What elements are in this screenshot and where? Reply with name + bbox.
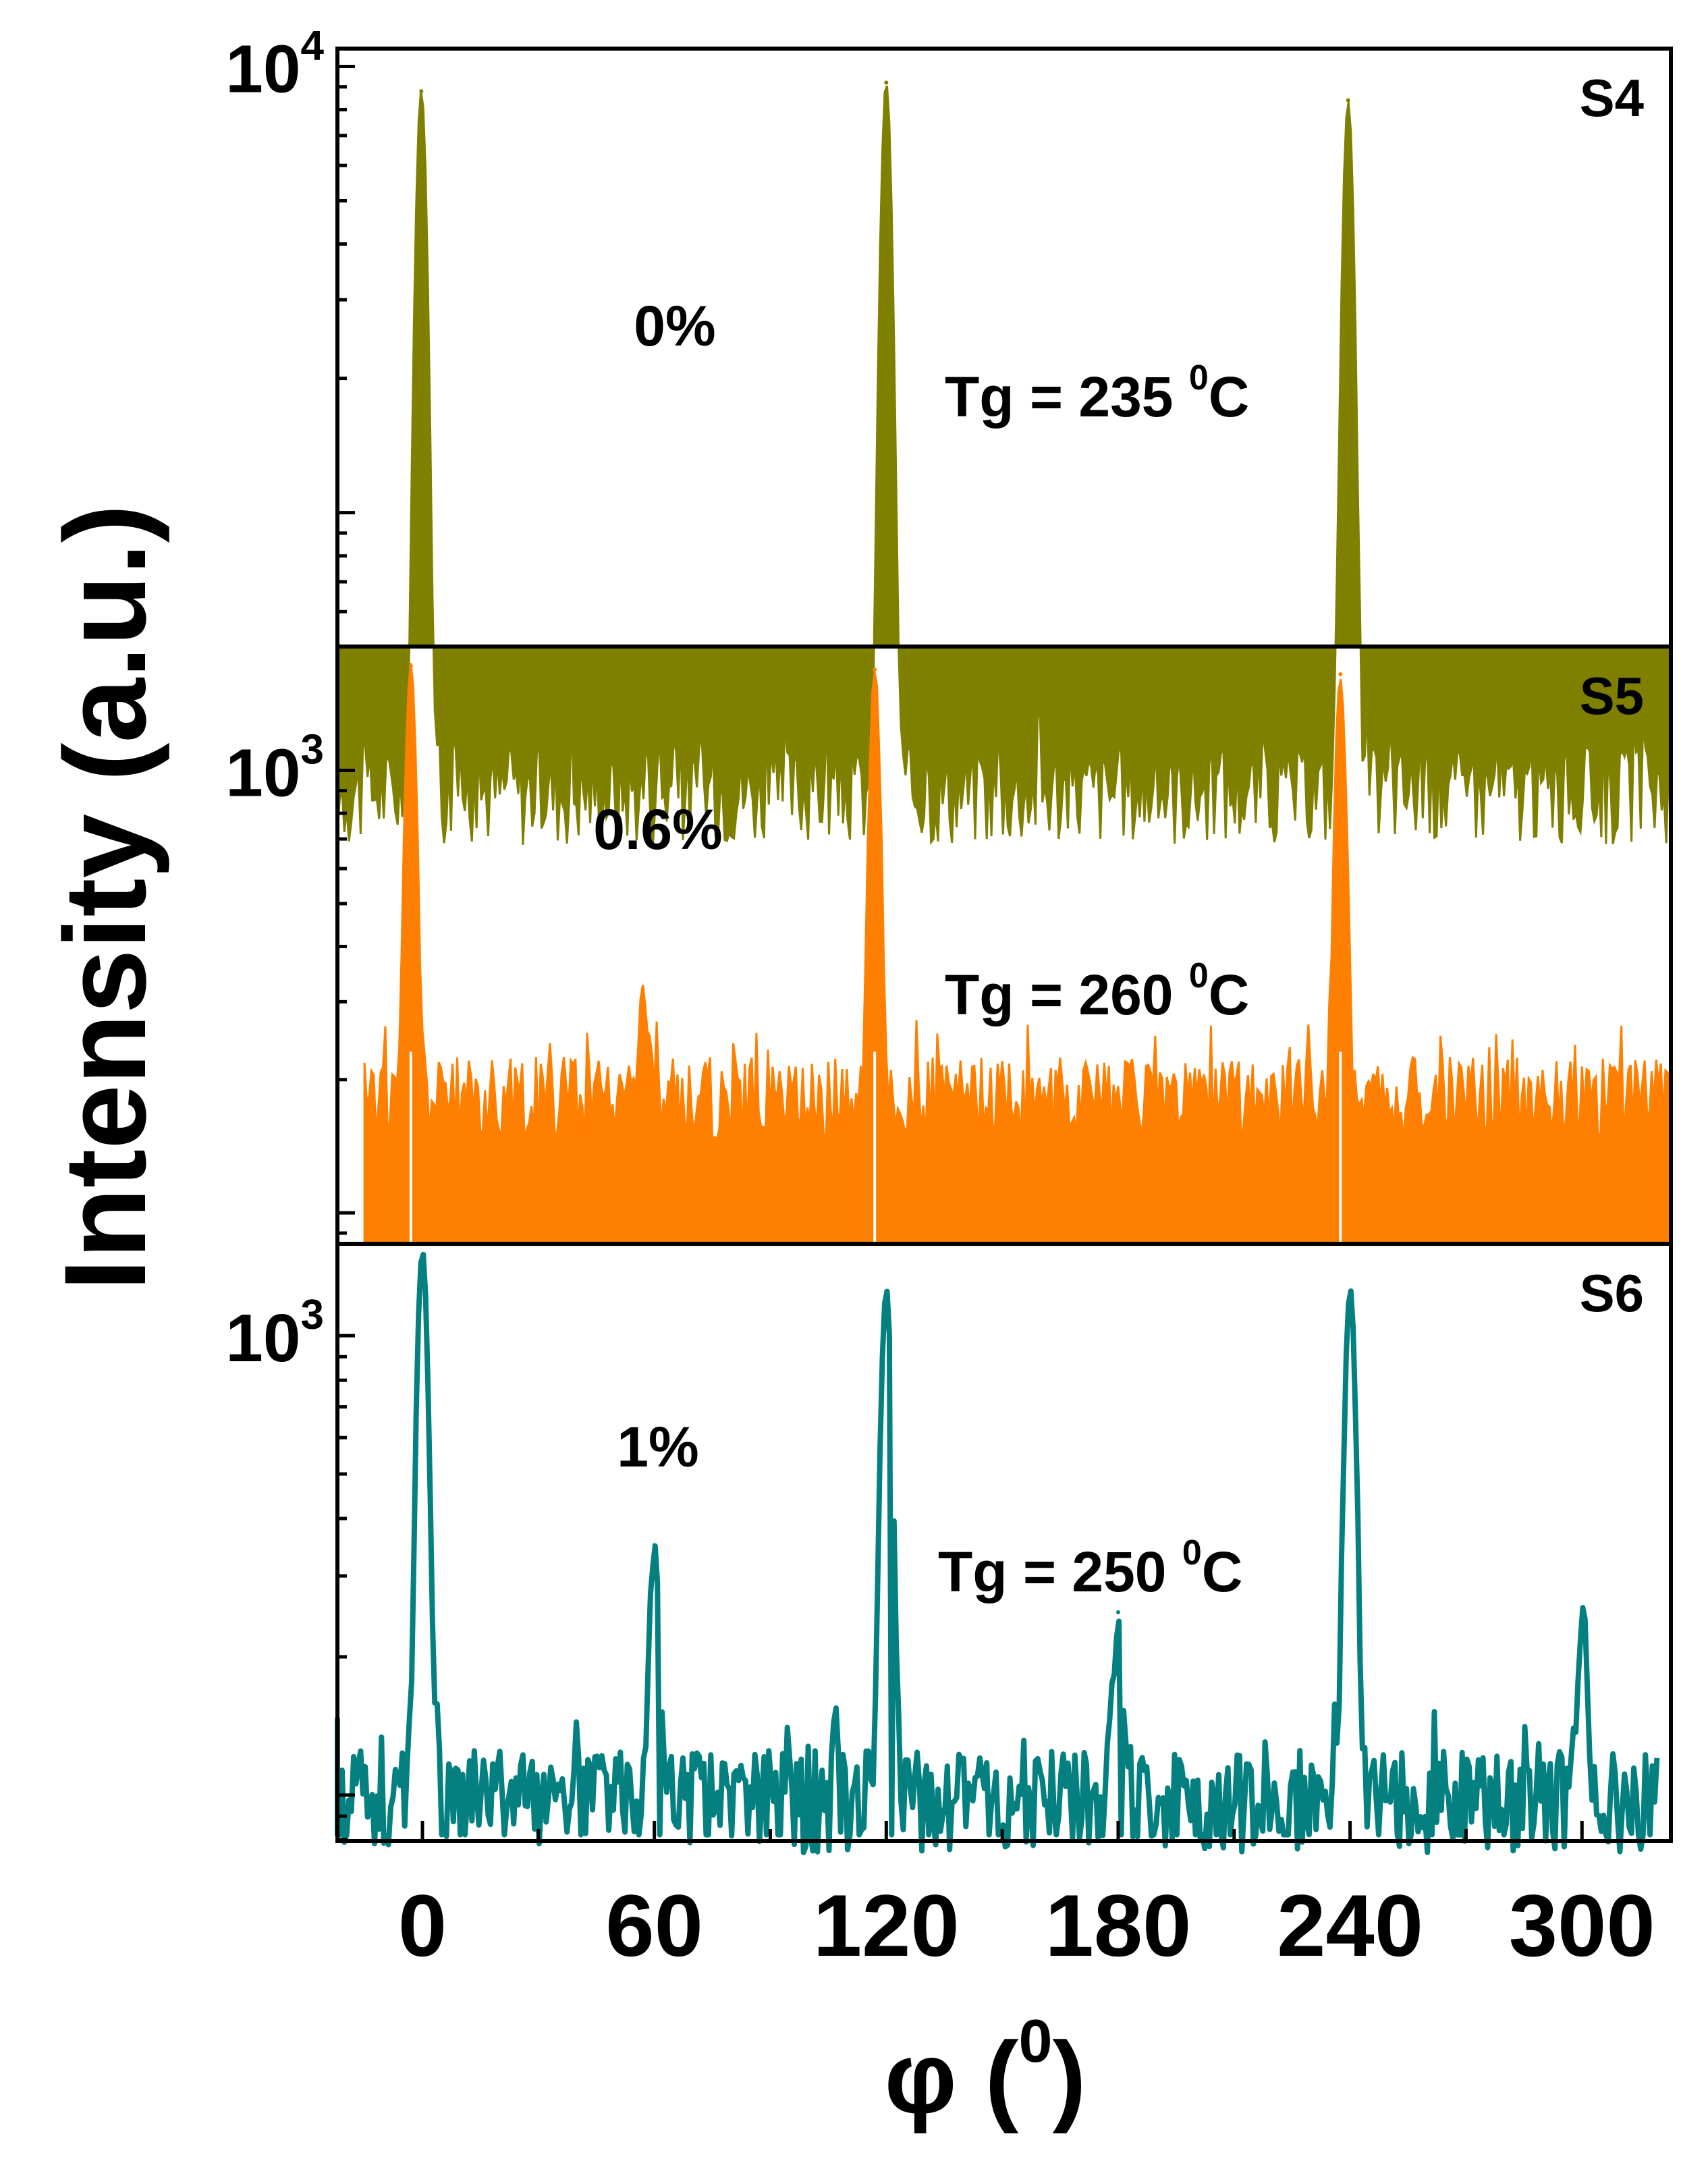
x-tick-label-60: 60 xyxy=(605,1876,703,1975)
tg-value: Tg = 260 xyxy=(945,963,1189,1026)
y-tick-label-exponent: 3 xyxy=(301,1292,324,1338)
y-tick-label-base: 10 xyxy=(225,31,300,107)
series-area-s5 xyxy=(363,663,1672,1245)
peak-point-s5-0 xyxy=(408,664,413,669)
peak-point-s6-4 xyxy=(1348,1289,1352,1294)
x-tick-label-120: 120 xyxy=(813,1876,960,1975)
series-line-s6 xyxy=(335,1251,1660,1855)
x-tick-label-240: 240 xyxy=(1277,1876,1423,1975)
panel-s5: 103 S5 0.6% Tg = 260 0C xyxy=(225,663,1672,1245)
x-axis-label-superscript: 0 xyxy=(1018,2008,1052,2075)
x-axis-label-main: φ ( xyxy=(885,2021,1019,2134)
tg-unit: C xyxy=(1202,1540,1243,1604)
peak-point-s6-0 xyxy=(420,1253,425,1257)
doping-annotation-s6: 1% xyxy=(617,1415,698,1479)
peak-point-s5-3 xyxy=(1338,672,1343,676)
peak-point-s6-2 xyxy=(884,1289,889,1294)
x-axis-label-close: ) xyxy=(1053,2021,1086,2134)
peak-point-s5-1 xyxy=(640,987,645,991)
tg-degree-superscript: 0 xyxy=(1189,358,1209,398)
y-tick-label-s6: 103 xyxy=(225,1292,324,1376)
plot-frame xyxy=(335,47,1673,1843)
tg-annotation-s5: Tg = 260 0C xyxy=(945,956,1249,1026)
peak-point-s5-2 xyxy=(873,667,877,672)
peak-point-s4-2 xyxy=(1346,98,1350,103)
x-axis-label: φ (0) xyxy=(885,2008,1086,2134)
doping-annotation-s4: 0% xyxy=(634,294,715,358)
x-tick-label-300: 300 xyxy=(1509,1876,1655,1975)
tg-unit: C xyxy=(1209,963,1250,1026)
x-axis: 0 60 120 180 240 300 xyxy=(398,1821,1655,1975)
peak-point-s6-5 xyxy=(1580,1622,1585,1627)
tg-degree-superscript: 0 xyxy=(1182,1533,1202,1572)
peak-point-s6-1 xyxy=(652,1543,657,1547)
y-tick-label-s4: 104 xyxy=(225,22,324,107)
y-tick-label-base: 10 xyxy=(225,736,300,811)
panel-frame-s6 xyxy=(335,1242,1673,1843)
y-tick-label-s5: 103 xyxy=(225,727,324,811)
y-tick-label-base: 10 xyxy=(225,1300,300,1376)
y-axis-label: Intensity (a.u.) xyxy=(40,504,170,1291)
peak-point-s4-1 xyxy=(884,80,889,85)
series-area-s4 xyxy=(336,85,1670,846)
tg-annotation-s4: Tg = 235 0C xyxy=(945,358,1249,429)
y-tick-label-exponent: 4 xyxy=(301,22,325,69)
peak-point-s4-0 xyxy=(419,89,424,94)
sample-label-s4: S4 xyxy=(1580,68,1644,128)
y-tick-label-exponent: 3 xyxy=(301,727,324,773)
tg-value: Tg = 250 xyxy=(938,1540,1182,1604)
tg-value: Tg = 235 xyxy=(945,365,1189,429)
panel-s6: 103 S6 1% Tg = 250 0C xyxy=(225,1251,1660,1855)
doping-annotation-s5: 0.6% xyxy=(593,798,722,861)
tg-annotation-s6: Tg = 250 0C xyxy=(938,1533,1242,1604)
tg-degree-superscript: 0 xyxy=(1189,956,1209,995)
peak-point-s6-3 xyxy=(1115,1610,1120,1615)
sample-label-s6: S6 xyxy=(1580,1263,1644,1323)
x-tick-label-0: 0 xyxy=(398,1876,447,1975)
x-tick-label-180: 180 xyxy=(1045,1876,1192,1975)
sample-label-s5: S5 xyxy=(1580,666,1644,725)
tg-unit: C xyxy=(1209,365,1250,429)
